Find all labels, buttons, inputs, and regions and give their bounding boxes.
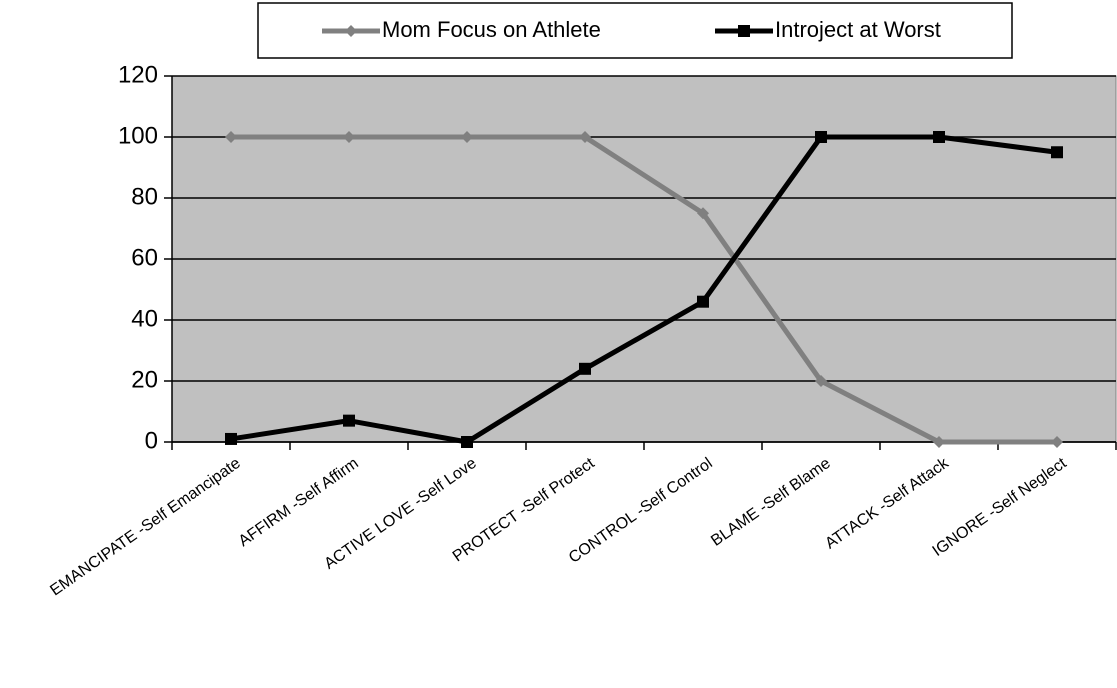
marker (815, 375, 827, 387)
y-tick-label: 80 (131, 183, 158, 210)
legend-label: Introject at Worst (775, 17, 941, 42)
marker (697, 207, 709, 220)
y-tick-label: 100 (118, 122, 158, 149)
y-tick-label: 20 (131, 366, 158, 393)
marker (343, 131, 355, 143)
marker (933, 436, 945, 448)
x-tick-label: IGNORE -Self Neglect (930, 454, 1071, 560)
marker (345, 25, 357, 37)
marker (461, 436, 473, 448)
legend-label: Mom Focus on Athlete (382, 17, 601, 42)
marker (343, 414, 355, 427)
marker (697, 295, 709, 308)
x-tick-label: BLAME -Self Blame (708, 455, 834, 550)
marker (461, 131, 473, 143)
series-line (231, 134, 1057, 445)
x-tick-label: EMANCIPATE -Self Emancipate (47, 455, 244, 600)
marker (579, 131, 591, 143)
y-tick-label: 120 (118, 61, 158, 88)
marker (738, 25, 750, 37)
y-tick-label: 40 (131, 305, 158, 332)
marker (1051, 146, 1063, 159)
y-tick-label: 60 (131, 244, 158, 271)
x-tick-label: ATTACK -Self Attack (822, 454, 952, 552)
marker (1051, 436, 1063, 448)
x-tick-label: AFFIRM -Self Affirm (236, 455, 362, 550)
series-line (230, 134, 1058, 445)
marker (225, 131, 237, 143)
marker (933, 131, 945, 143)
marker (579, 362, 591, 375)
legend-box (257, 2, 1013, 59)
marker (815, 131, 827, 143)
y-tick-label: 0 (145, 427, 158, 454)
marker (225, 432, 237, 445)
